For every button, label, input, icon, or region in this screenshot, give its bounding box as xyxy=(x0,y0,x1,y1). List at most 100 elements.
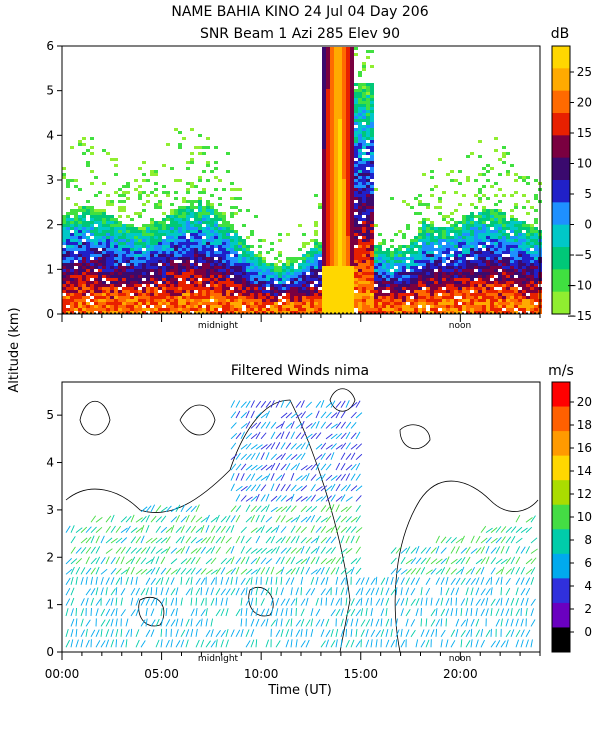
snr-cell xyxy=(230,260,234,263)
snr-cell xyxy=(142,269,146,272)
snr-cell xyxy=(198,230,202,233)
snr-cell xyxy=(274,305,278,308)
snr-cell xyxy=(490,167,494,170)
snr-cell xyxy=(350,278,354,281)
snr-cell xyxy=(338,152,342,155)
snr-cell xyxy=(218,212,222,215)
snr-cell xyxy=(186,275,190,278)
snr-cell xyxy=(242,260,246,263)
snr-cell xyxy=(506,272,510,275)
snr-cell xyxy=(162,308,166,311)
snr-cell xyxy=(198,233,202,236)
snr-cell xyxy=(342,182,346,185)
snr-cell xyxy=(370,149,374,152)
snr-cell xyxy=(338,302,342,305)
snr-cell xyxy=(66,302,70,305)
snr-cell xyxy=(318,203,322,206)
wind-barb xyxy=(200,577,206,585)
snr-cell xyxy=(522,248,526,251)
snr-cell xyxy=(422,263,426,266)
snr-cell xyxy=(210,194,214,197)
snr-cell xyxy=(226,275,230,278)
snr-cell xyxy=(426,263,430,266)
snr-cell xyxy=(354,146,358,149)
snr-cell xyxy=(398,248,402,251)
snr-cell xyxy=(354,149,358,152)
snr-cell xyxy=(114,290,118,293)
snr-cell xyxy=(106,272,110,275)
snr-cell xyxy=(166,308,170,311)
snr-cell xyxy=(170,230,174,233)
snr-cell xyxy=(342,173,346,176)
snr-cell xyxy=(322,155,326,158)
snr-cell xyxy=(334,71,338,74)
wind-barb xyxy=(125,566,130,575)
snr-cell xyxy=(486,299,490,302)
snr-cell xyxy=(218,203,222,206)
snr-cell xyxy=(74,245,78,248)
snr-cell xyxy=(298,269,302,272)
snr-cell xyxy=(106,275,110,278)
snr-cell xyxy=(370,206,374,209)
snr-cell xyxy=(86,296,90,299)
snr-cell xyxy=(262,299,266,302)
snr-cell xyxy=(218,278,222,281)
snr-cell xyxy=(118,200,122,203)
wind-barb xyxy=(80,618,84,627)
snr-cell xyxy=(330,308,334,311)
snr-cell xyxy=(470,275,474,278)
snr-cell xyxy=(90,242,94,245)
snr-cell xyxy=(230,281,234,284)
snr-cell xyxy=(406,257,410,260)
snr-cell xyxy=(274,278,278,281)
snr-cell xyxy=(90,239,94,242)
snr-cell xyxy=(138,242,142,245)
snr-cell xyxy=(406,296,410,299)
snr-cell xyxy=(266,293,270,296)
snr-cell xyxy=(190,302,194,305)
winds-barbs xyxy=(65,399,538,648)
snr-cell xyxy=(214,287,218,290)
snr-cell xyxy=(446,275,450,278)
snr-cell xyxy=(422,257,426,260)
snr-cell xyxy=(106,239,110,242)
snr-cell xyxy=(122,239,126,242)
snr-cell xyxy=(362,188,366,191)
snr-cell xyxy=(154,233,158,236)
snr-cell xyxy=(350,188,354,191)
snr-cell xyxy=(286,275,290,278)
snr-cell xyxy=(358,128,362,131)
snr-cell xyxy=(186,263,190,266)
snr-cell xyxy=(346,305,350,308)
snr-cell xyxy=(466,299,470,302)
snr-cell xyxy=(462,293,466,296)
snr-cell xyxy=(130,257,134,260)
snr-cell xyxy=(518,272,522,275)
snr-cell xyxy=(502,218,506,221)
wind-barb xyxy=(150,504,156,512)
snr-cell xyxy=(458,272,462,275)
wind-barb xyxy=(85,639,90,648)
snr-cell xyxy=(526,230,530,233)
wind-barb xyxy=(250,639,255,648)
snr-cell xyxy=(326,107,330,110)
snr-cell xyxy=(378,302,382,305)
snr-cell xyxy=(202,308,206,311)
snr-cell xyxy=(118,257,122,260)
snr-cell xyxy=(338,191,342,194)
wind-barb xyxy=(250,444,258,450)
snr-cell xyxy=(338,122,342,125)
snr-cell xyxy=(462,308,466,311)
snr-cell xyxy=(446,305,450,308)
snr-cell xyxy=(458,233,462,236)
snr-cell xyxy=(194,299,198,302)
wind-barb xyxy=(190,576,193,585)
snr-cell xyxy=(366,164,370,167)
snr-cell xyxy=(102,263,106,266)
snr-cell xyxy=(390,308,394,311)
snr-cell xyxy=(62,266,66,269)
snr-cell xyxy=(502,251,506,254)
snr-cell xyxy=(278,287,282,290)
snr-cell xyxy=(338,179,342,182)
snr-cell xyxy=(342,155,346,158)
